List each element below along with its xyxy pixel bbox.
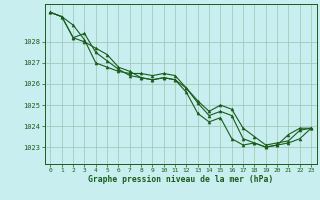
X-axis label: Graphe pression niveau de la mer (hPa): Graphe pression niveau de la mer (hPa) bbox=[88, 175, 273, 184]
